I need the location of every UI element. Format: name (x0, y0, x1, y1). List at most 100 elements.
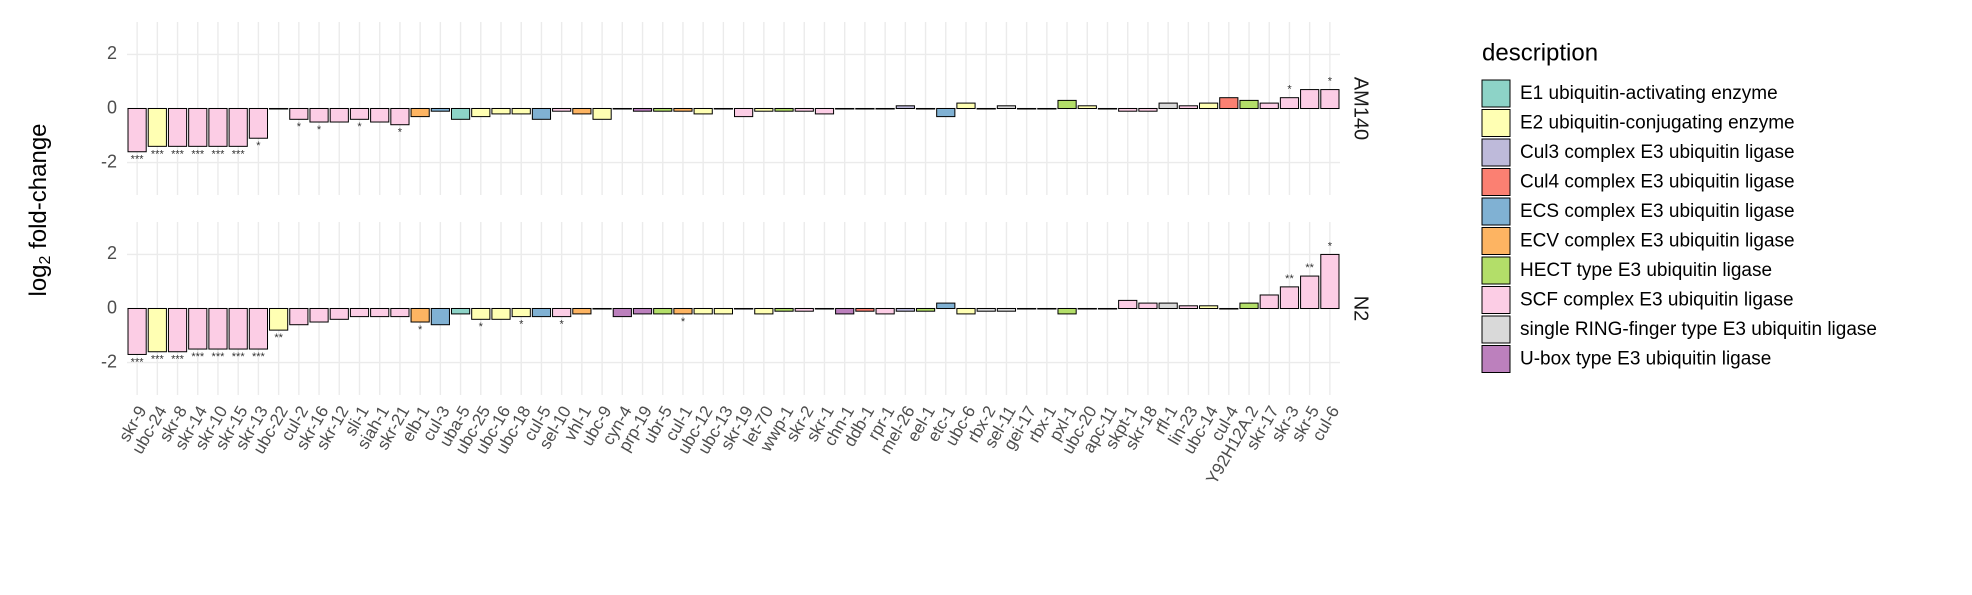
bar (1198, 305, 1219, 309)
y-tick-label: 2 (107, 43, 117, 63)
bar (612, 308, 632, 318)
bar (552, 308, 572, 318)
legend-label: ECV complex E3 ubiquitin ligase (1520, 231, 1795, 252)
bar (1118, 299, 1138, 309)
bar (269, 308, 289, 331)
bar (450, 308, 471, 315)
y-tick-label: 0 (107, 297, 117, 317)
bar (471, 308, 491, 320)
bar (390, 308, 410, 318)
bar (147, 308, 167, 353)
significance: ** (274, 332, 283, 344)
bar (835, 308, 855, 315)
bar (127, 308, 147, 355)
bar (794, 108, 814, 112)
significance: *** (131, 356, 145, 368)
significance: * (681, 316, 686, 328)
significance: ** (1305, 262, 1314, 274)
bar (147, 108, 167, 147)
bar (1057, 99, 1077, 109)
significance: * (479, 321, 484, 333)
y-axis-label: log2 fold-change (25, 123, 54, 296)
bar (491, 108, 511, 115)
bar (1097, 308, 1118, 310)
bar (1219, 308, 1239, 310)
bar (228, 108, 248, 147)
bar (855, 308, 875, 312)
bar (1118, 108, 1138, 112)
legend-label: HECT type E3 ubiquitin ligase (1520, 260, 1772, 281)
bar (936, 108, 956, 118)
significance: *** (151, 148, 165, 160)
bar (653, 108, 673, 112)
bar (1077, 308, 1097, 310)
bar (531, 308, 552, 318)
bar (734, 108, 754, 118)
bar (693, 308, 713, 315)
bar (552, 108, 572, 112)
bar (673, 108, 693, 112)
significance: * (1328, 240, 1333, 252)
legend-label: Cul3 complex E3 ubiquitin ligase (1520, 142, 1795, 163)
bar (1279, 97, 1300, 109)
bar (915, 108, 936, 110)
bar (269, 108, 289, 110)
significance: *** (151, 354, 165, 366)
significance: *** (212, 148, 226, 160)
bar (309, 308, 329, 323)
bar (1239, 302, 1259, 309)
y-tick-label: 0 (107, 97, 117, 117)
bar (956, 102, 976, 109)
y-label-part: fold-change (25, 123, 52, 255)
bar (531, 108, 552, 120)
bar (996, 308, 1017, 312)
bar (774, 108, 794, 112)
bar (208, 108, 228, 147)
bar (1037, 308, 1057, 310)
legend-label: E2 ubiquitin-conjugating enzyme (1520, 113, 1795, 134)
bar (309, 108, 329, 123)
significance: *** (232, 351, 246, 363)
legend-label: SCF complex E3 ubiquitin ligase (1520, 290, 1794, 311)
significance: * (1287, 84, 1292, 96)
bar (774, 308, 794, 312)
bar (956, 308, 976, 315)
bar (754, 108, 774, 112)
bar (188, 308, 208, 350)
significance: ** (1285, 273, 1294, 285)
bar (127, 108, 147, 153)
legend-swatch (1481, 286, 1511, 314)
bar (471, 108, 491, 118)
bar (1097, 108, 1118, 110)
bar (349, 108, 370, 120)
bar (713, 108, 733, 110)
bar (895, 308, 915, 312)
bar (491, 308, 511, 320)
legend-swatch (1481, 109, 1511, 137)
significance: * (357, 121, 362, 133)
bar (167, 308, 188, 353)
significance: *** (191, 148, 205, 160)
significance: *** (212, 351, 226, 363)
bar (349, 308, 370, 318)
bar (976, 108, 996, 110)
significance: * (1328, 75, 1333, 87)
bar (1138, 302, 1158, 309)
bar (632, 108, 653, 112)
y-label-sub: 2 (37, 255, 54, 264)
bar (410, 308, 430, 323)
bar (228, 308, 248, 350)
bar (734, 308, 754, 310)
significance: *** (252, 351, 266, 363)
bar (572, 108, 592, 115)
bar (248, 308, 269, 350)
legend-title: description (1482, 39, 1598, 66)
legend-swatch (1481, 138, 1511, 167)
bar (370, 308, 390, 318)
significance: * (256, 140, 261, 152)
significance: * (297, 121, 302, 133)
bar (430, 308, 450, 326)
bar (1219, 97, 1239, 109)
legend-label: E1 ubiquitin-activating enzyme (1520, 83, 1778, 104)
bar (1320, 89, 1340, 109)
